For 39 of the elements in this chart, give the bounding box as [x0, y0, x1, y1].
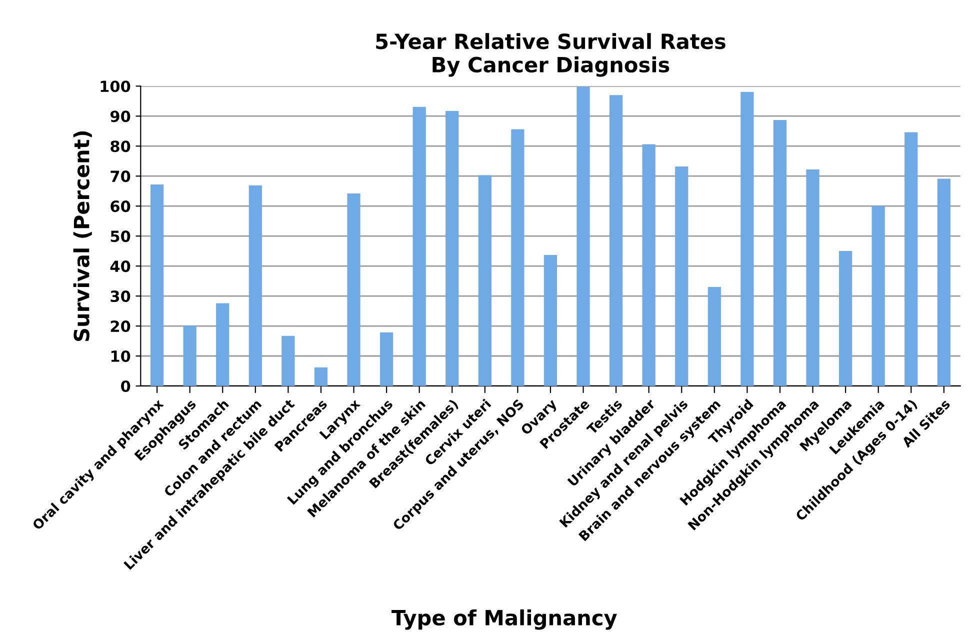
bar	[740, 92, 754, 386]
bar	[937, 178, 950, 386]
y-tick-label: 90	[110, 110, 130, 122]
bar	[412, 106, 426, 386]
x-axis-title: Type of Malignancy	[392, 609, 617, 630]
bar	[806, 169, 820, 386]
bar	[773, 120, 787, 386]
y-tick-label: 50	[110, 230, 130, 242]
bar	[642, 144, 656, 386]
y-tick-label: 10	[111, 350, 130, 362]
bar	[183, 326, 196, 386]
y-tick-label: 20	[110, 320, 130, 332]
y-tick-label: 0	[121, 380, 130, 392]
bar	[150, 184, 164, 386]
bar	[380, 332, 394, 386]
bar	[216, 303, 230, 386]
bar	[904, 132, 918, 386]
bar	[675, 166, 688, 386]
y-tick-label: 70	[110, 170, 130, 182]
bar	[446, 111, 459, 386]
bar	[282, 336, 295, 386]
y-tick-label: 80	[110, 140, 130, 152]
bar	[838, 251, 852, 386]
bar	[544, 254, 558, 386]
bar	[872, 206, 885, 386]
y-tick-label: 100	[100, 80, 130, 92]
bar	[314, 367, 328, 386]
bar	[347, 193, 360, 386]
bar	[511, 129, 524, 386]
bar	[478, 175, 492, 386]
bar	[576, 86, 590, 386]
y-tick-label: 30	[110, 290, 130, 302]
bar	[708, 287, 721, 386]
chart-title: 5-Year Relative Survival Rates By Cancer Diagnosis	[376, 33, 726, 77]
y-tick-label: 60	[110, 200, 130, 212]
y-tick-label: 40	[110, 260, 130, 272]
y-axis-title: Survival (Percent)	[73, 131, 92, 341]
bar	[248, 185, 262, 386]
bar	[609, 95, 623, 386]
